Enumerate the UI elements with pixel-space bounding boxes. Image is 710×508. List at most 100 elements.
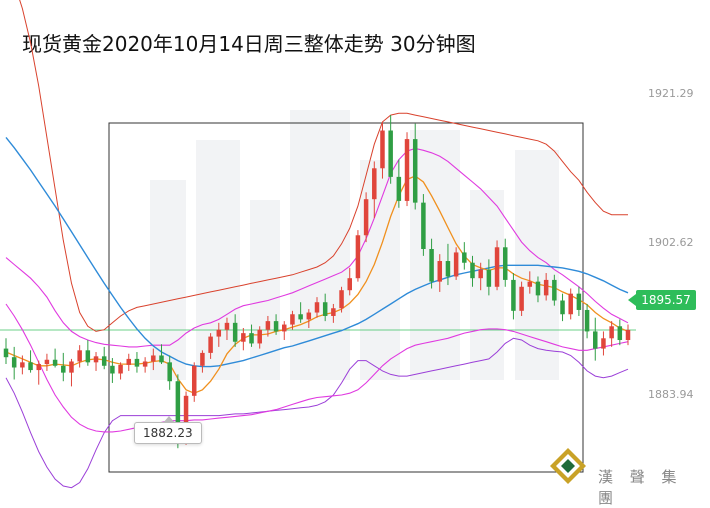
candle	[20, 355, 25, 375]
candle-body	[257, 329, 262, 344]
candle-body	[282, 324, 287, 332]
candle-body	[241, 333, 246, 342]
candle-body	[388, 130, 393, 177]
candle-body	[437, 261, 443, 282]
candle	[412, 123, 418, 210]
candle-body	[478, 269, 483, 279]
candle-body	[265, 321, 271, 330]
candle-body	[363, 199, 369, 236]
candle	[61, 352, 66, 382]
candle	[347, 267, 352, 296]
candle-body	[453, 252, 459, 277]
current-price-label: 1895.57	[628, 290, 696, 310]
candle-body	[298, 314, 303, 320]
candle	[314, 297, 320, 318]
candle-body	[372, 168, 377, 200]
candle	[11, 346, 17, 380]
brand-name: 漢 聲 集 團	[598, 468, 683, 507]
candle-body	[110, 365, 115, 374]
candle-body	[85, 350, 91, 363]
candle	[118, 362, 123, 380]
candle-body	[412, 139, 418, 203]
candle-body	[470, 262, 475, 279]
candle	[421, 194, 426, 256]
candle	[388, 115, 393, 184]
candle	[167, 355, 172, 390]
candle-body	[339, 290, 344, 309]
candle	[519, 281, 524, 316]
candle-body	[609, 326, 614, 339]
candle	[535, 276, 541, 303]
candle-body	[159, 355, 164, 363]
chart-title: 现货黄金2020年10月14日周三整体走势 30分钟图	[22, 32, 476, 56]
candle	[380, 121, 385, 179]
candle-body	[347, 278, 352, 291]
candle	[298, 302, 303, 323]
candle	[306, 309, 312, 328]
candle-body	[486, 269, 492, 287]
candle-body	[28, 362, 33, 371]
candle	[462, 242, 467, 270]
candle-body	[535, 281, 541, 296]
candle-body	[208, 336, 213, 353]
candle	[445, 243, 451, 286]
candle	[110, 358, 115, 383]
candle	[429, 238, 434, 289]
candle-body	[519, 286, 524, 311]
candle	[372, 161, 377, 219]
price-label-2: 1902.62	[648, 236, 694, 249]
low-price-marker: 1882.23	[134, 416, 202, 444]
candle	[584, 303, 590, 339]
candle-body	[322, 302, 328, 316]
candle	[560, 293, 565, 322]
price-axis: 1921.29 1902.62 1883.94	[648, 87, 694, 401]
ma-long-line	[5, 136, 629, 368]
candle-body	[224, 322, 230, 330]
watermark-block	[410, 130, 460, 380]
candle	[486, 259, 492, 296]
candle-body	[44, 359, 50, 365]
candle	[355, 230, 361, 282]
watermark-block	[290, 110, 350, 380]
candle-body	[429, 249, 434, 282]
candle-body	[77, 350, 82, 362]
candle-body	[61, 365, 66, 373]
candle	[396, 159, 402, 208]
candle	[478, 262, 483, 291]
candle	[527, 271, 533, 294]
candle-body	[232, 322, 238, 342]
candle-body	[560, 300, 565, 315]
candle-body	[552, 279, 557, 301]
candle-body	[543, 279, 549, 296]
price-label-1: 1921.29	[648, 87, 694, 100]
candle-body	[355, 235, 361, 279]
candle	[3, 338, 9, 365]
candle-body	[576, 293, 582, 310]
candle	[437, 254, 443, 292]
candle	[44, 353, 50, 371]
candle-body	[290, 314, 295, 325]
candle-body	[36, 364, 41, 371]
candle-body	[462, 252, 467, 263]
candle-body	[3, 348, 9, 358]
candle	[85, 340, 91, 366]
candle-body	[101, 356, 107, 366]
candle	[511, 273, 516, 320]
candle-body	[306, 312, 312, 320]
candle	[249, 324, 254, 347]
candle-body	[601, 338, 606, 349]
candle	[142, 357, 148, 373]
candle-body	[151, 355, 156, 362]
outer-band-upper-line	[19, 0, 628, 332]
candle-body	[142, 361, 148, 367]
watermark-block	[250, 200, 280, 380]
candle	[69, 358, 74, 387]
candle	[625, 324, 631, 346]
candle-body	[216, 329, 222, 337]
candle	[470, 255, 475, 287]
candle	[273, 314, 279, 335]
candle-body	[200, 352, 205, 366]
candle	[609, 321, 614, 347]
candle-body	[314, 302, 320, 313]
